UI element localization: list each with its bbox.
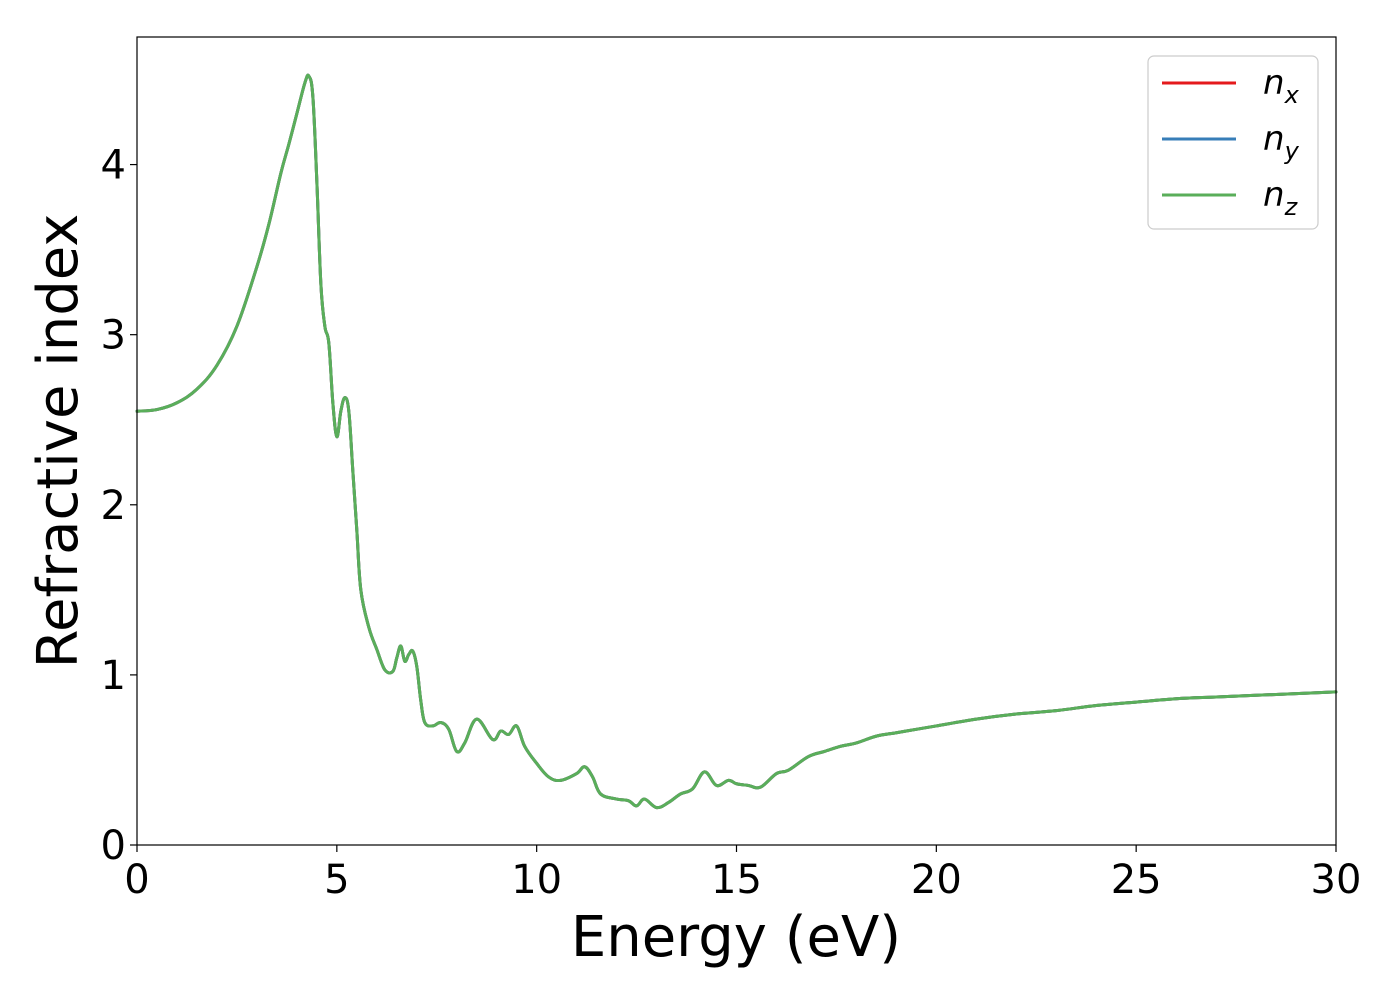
legend-label-subscript: z bbox=[1284, 193, 1299, 221]
y-tick-label: 2 bbox=[101, 483, 126, 529]
y-axis: 0 1 2 3 4 bbox=[101, 143, 137, 869]
legend-label-base: n bbox=[1263, 119, 1285, 159]
x-tick-label: 0 bbox=[124, 857, 149, 903]
y-tick-label: 0 bbox=[101, 823, 126, 869]
legend-label-nz: nz bbox=[1263, 175, 1299, 221]
legend-label-base: n bbox=[1263, 175, 1285, 215]
y-axis-title: Refractive index bbox=[26, 214, 91, 669]
series-layer bbox=[135, 73, 1338, 810]
x-axis: 0 5 10 15 20 25 30 bbox=[124, 845, 1361, 903]
x-tick-label: 10 bbox=[511, 857, 562, 903]
y-tick-label: 4 bbox=[101, 143, 126, 189]
x-axis-title: Energy (eV) bbox=[571, 905, 901, 970]
legend-label-subscript: x bbox=[1284, 81, 1300, 109]
x-tick-label: 5 bbox=[324, 857, 349, 903]
legend-label-ny: ny bbox=[1263, 119, 1300, 165]
legend-label-base: n bbox=[1263, 63, 1285, 103]
legend-label-subscript: y bbox=[1284, 137, 1300, 165]
x-tick-label: 20 bbox=[911, 857, 962, 903]
x-tick-label: 25 bbox=[1111, 857, 1162, 903]
series-line-nz bbox=[135, 73, 1338, 810]
x-tick-label: 30 bbox=[1311, 857, 1362, 903]
x-tick-label: 15 bbox=[711, 857, 762, 903]
legend-label-nx: nx bbox=[1263, 63, 1300, 109]
legend-box bbox=[1147, 55, 1319, 230]
y-tick-label: 1 bbox=[101, 653, 126, 699]
y-tick-label: 3 bbox=[101, 313, 126, 359]
